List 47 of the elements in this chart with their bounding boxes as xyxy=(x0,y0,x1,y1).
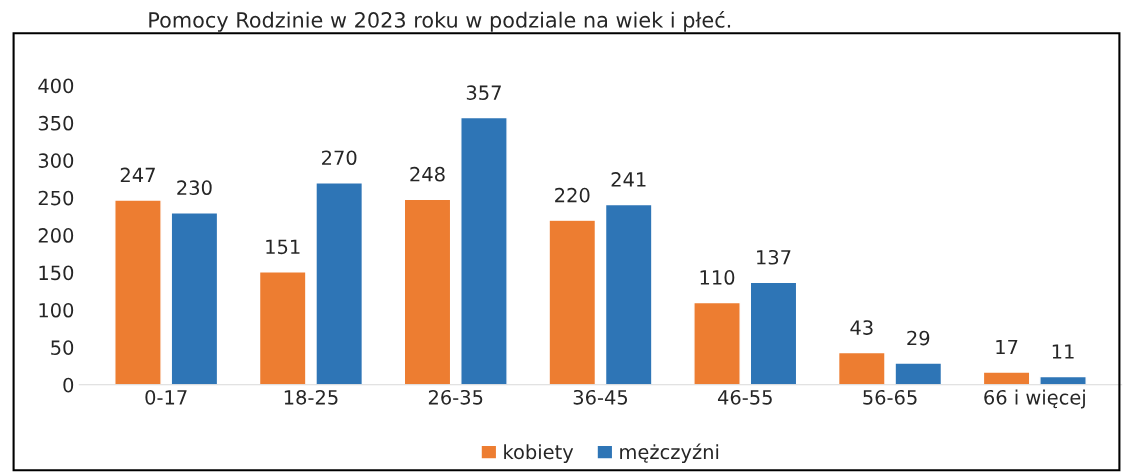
data-label: 247 xyxy=(120,167,155,183)
bar xyxy=(548,219,597,385)
data-label: 357 xyxy=(466,85,501,101)
y-tick-label: 250 xyxy=(38,190,74,206)
y-tick-label: 300 xyxy=(38,153,74,168)
data-label: 241 xyxy=(611,172,646,187)
legend-label: kobiety xyxy=(504,444,574,464)
bar xyxy=(749,281,798,385)
bar xyxy=(258,271,307,385)
bar xyxy=(170,211,219,385)
bar xyxy=(894,362,943,385)
x-tick-label: 66 i więcej xyxy=(984,389,1085,409)
bar xyxy=(982,371,1031,385)
bar xyxy=(403,198,452,385)
data-label: 230 xyxy=(177,180,212,196)
chart-title: Pomocy Rodzinie w 2023 roku w podziale na wiek i płeć. xyxy=(149,10,731,32)
data-label: 248 xyxy=(410,166,445,182)
data-label: 43 xyxy=(850,320,873,335)
x-tick-label: 46-55 xyxy=(717,389,772,405)
y-tick-label: 350 xyxy=(38,115,74,131)
x-tick-label: 56-65 xyxy=(863,389,917,405)
data-label: 11 xyxy=(1052,344,1074,359)
bar xyxy=(837,351,886,385)
data-label: 270 xyxy=(322,150,357,166)
x-tick-label: 18-25 xyxy=(284,389,338,405)
y-tick-label: 0 xyxy=(63,377,74,393)
x-tick-label: 26-35 xyxy=(428,389,483,405)
bar xyxy=(315,182,364,385)
x-tick-label: 0-17 xyxy=(145,389,187,405)
y-tick-label: 150 xyxy=(39,265,74,281)
data-label: 137 xyxy=(757,249,791,265)
x-tick-label: 36-45 xyxy=(573,389,628,405)
bar xyxy=(693,301,741,385)
bar xyxy=(1039,375,1087,385)
data-label: 151 xyxy=(266,239,300,255)
bar xyxy=(604,203,653,385)
bar xyxy=(460,116,508,385)
y-tick-label: 50 xyxy=(51,340,74,356)
y-tick-label: 100 xyxy=(39,302,74,318)
data-label: 110 xyxy=(700,270,735,285)
data-label: 29 xyxy=(907,330,930,346)
data-label: 17 xyxy=(996,339,1018,355)
y-tick-label: 400 xyxy=(38,78,74,94)
data-label: 220 xyxy=(555,187,590,203)
legend-label: mężczyźni xyxy=(620,443,719,464)
bar xyxy=(114,199,162,385)
y-tick-label: 200 xyxy=(38,228,74,243)
